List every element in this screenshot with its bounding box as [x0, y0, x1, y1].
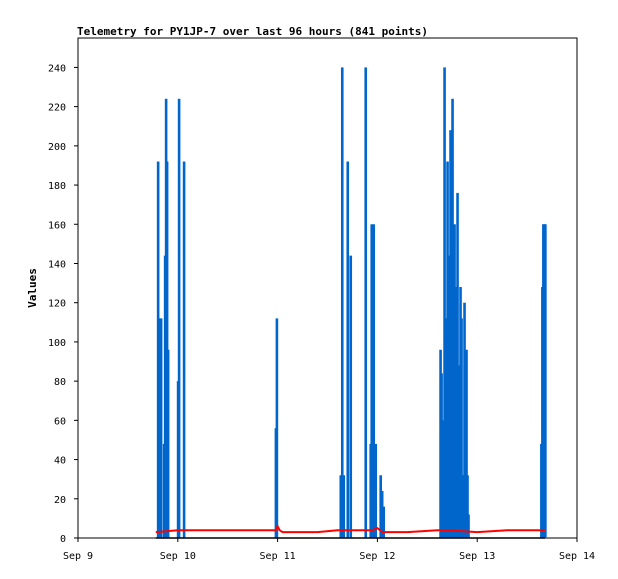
bar: [465, 349, 468, 538]
bar: [177, 98, 181, 539]
y-axis-label: Values: [26, 268, 39, 308]
bar: [182, 161, 186, 538]
x-tick-label: Sep 13: [459, 551, 495, 562]
bar: [466, 475, 469, 538]
bar: [275, 318, 279, 538]
bar: [451, 98, 454, 539]
y-tick-label: 220: [48, 103, 66, 114]
bar: [453, 224, 456, 538]
bar: [342, 475, 346, 538]
x-tick-label: Sep 12: [359, 551, 395, 562]
bar: [372, 224, 376, 538]
x-tick-label: Sep 11: [260, 551, 296, 562]
y-tick-label: 140: [48, 259, 66, 270]
bar: [443, 67, 446, 538]
bar: [158, 318, 161, 538]
bar: [382, 506, 385, 538]
bar-series: [156, 67, 547, 539]
bar: [339, 475, 343, 538]
x-tick-label: Sep 14: [559, 551, 595, 562]
y-tick-label: 60: [54, 416, 66, 427]
plot-frame: [77, 37, 578, 539]
y-axis: 0 20 40 60 80 100 120 140 160 180 200 220 240: [48, 63, 78, 545]
y-tick-label: 20: [54, 495, 66, 506]
bar: [380, 490, 384, 538]
telemetry-series-line: [155, 523, 546, 534]
x-tick-label: Sep 9: [63, 551, 93, 562]
x-tick-label: Sep 10: [160, 551, 196, 562]
bar: [447, 255, 450, 538]
y-tick-label: 120: [48, 299, 66, 310]
y-tick-label: 40: [54, 456, 66, 467]
bar: [340, 67, 344, 538]
line-series: [155, 523, 546, 539]
bar: [364, 67, 368, 538]
bar: [156, 161, 160, 538]
y-tick-label: 200: [48, 142, 66, 153]
bar: [374, 443, 378, 538]
y-tick-label: 0: [60, 534, 66, 545]
y-tick-label: 80: [54, 377, 66, 388]
x-axis: Sep 9 Sep 10 Sep 11 Sep 12 Sep 13 Sep 14: [63, 538, 595, 562]
bar: [440, 373, 443, 538]
bar: [467, 514, 470, 538]
y-tick-label: 100: [48, 338, 66, 349]
bar: [379, 475, 382, 538]
bar: [460, 318, 463, 538]
y-tick-label: 160: [48, 220, 66, 231]
bar: [159, 318, 163, 538]
y-tick-label: 180: [48, 181, 66, 192]
chart-title: Telemetry for PY1JP-7 over last 96 hours…: [77, 25, 428, 38]
bar: [349, 255, 353, 538]
y-tick-label: 240: [48, 63, 66, 74]
bar: [166, 349, 170, 538]
bar: [544, 224, 547, 538]
bar: [346, 161, 350, 538]
